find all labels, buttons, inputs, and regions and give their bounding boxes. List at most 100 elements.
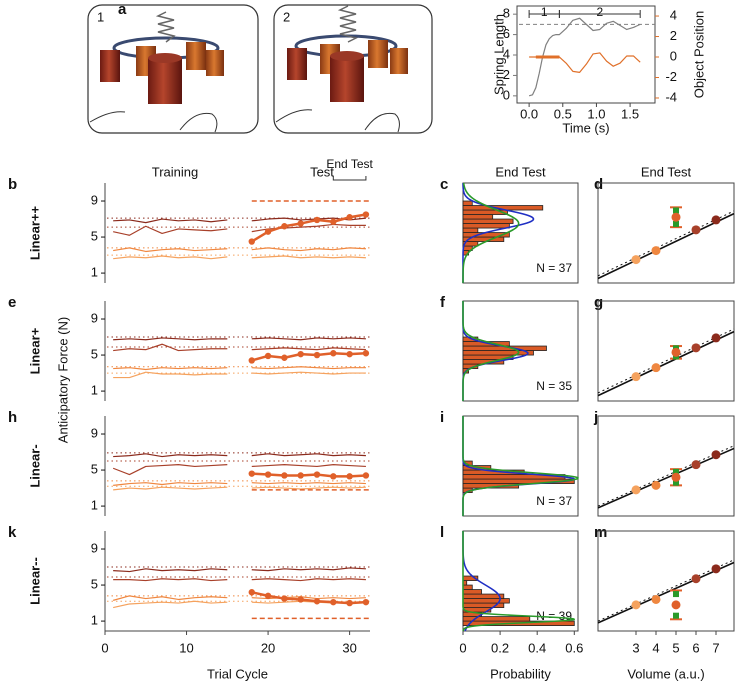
fit-curve xyxy=(462,182,520,284)
end-test-label: End Test xyxy=(326,157,373,171)
series-point xyxy=(330,598,337,606)
series-line xyxy=(113,223,366,236)
y2-axis-label: Object Position xyxy=(691,11,706,98)
illustration-2 xyxy=(273,4,433,134)
plot-frame xyxy=(597,300,735,402)
series-point xyxy=(313,216,321,224)
series-point xyxy=(313,471,321,478)
series-point xyxy=(362,472,370,479)
scatter-point xyxy=(711,215,721,225)
plot-frame xyxy=(516,5,656,104)
y-tick-label: 0 xyxy=(503,87,510,102)
series-point xyxy=(264,592,272,600)
scatter-point xyxy=(691,460,701,470)
end-test-bracket xyxy=(332,176,367,181)
panel-letter: g xyxy=(594,294,603,311)
y-tick-label: 6 xyxy=(503,26,510,41)
scatter-point xyxy=(651,594,661,604)
x-tick-label: 5 xyxy=(672,640,679,655)
inner-error-mark xyxy=(673,207,679,214)
x-tick-label: 0 xyxy=(459,640,466,655)
scatter-point xyxy=(651,246,661,256)
series-line xyxy=(113,247,366,253)
y-axis-label: Spring Length xyxy=(491,14,506,95)
x-axis-label: Time (s) xyxy=(562,120,609,135)
y2-tick-label: 4 xyxy=(670,7,677,22)
y-tick-label: 1 xyxy=(91,265,98,280)
histogram-bar xyxy=(462,214,494,220)
series-point xyxy=(346,599,353,607)
series-point xyxy=(264,352,272,360)
series-point xyxy=(248,470,255,477)
fit-line xyxy=(597,330,735,397)
x-axis-label: Probability xyxy=(490,666,551,681)
fit-line xyxy=(597,447,735,509)
y-tick-label: 9 xyxy=(91,540,98,555)
series-point xyxy=(346,350,353,358)
inner-error-mark xyxy=(673,591,679,598)
x-tick-label: 0.2 xyxy=(491,640,509,655)
series-point xyxy=(330,350,337,357)
series-point xyxy=(248,589,255,596)
series-line xyxy=(113,255,366,260)
x-tick-label: 0.4 xyxy=(528,640,546,655)
fit-line xyxy=(597,210,735,277)
y2-tick-label: -4 xyxy=(665,89,677,104)
panel-letter: f xyxy=(440,294,446,311)
panel-title: End Test xyxy=(641,164,692,179)
x-tick-label: 1.0 xyxy=(587,106,605,121)
phase-bracket xyxy=(558,10,641,18)
y-tick-label: 2 xyxy=(503,67,510,82)
series-point xyxy=(281,354,288,361)
fit-line xyxy=(597,212,735,280)
series-line xyxy=(113,486,366,491)
y-tick-label: 4 xyxy=(503,46,510,61)
panel-letter: d xyxy=(594,176,603,193)
series-point xyxy=(313,351,321,359)
panel-letter: l xyxy=(440,524,444,541)
illustration-1 xyxy=(87,4,259,134)
series-point xyxy=(248,357,255,364)
sample-size: N = 37 xyxy=(536,261,572,275)
x-tick-label: 1.5 xyxy=(621,106,639,121)
fit-curve xyxy=(462,416,579,516)
histogram-bar xyxy=(462,598,510,604)
sample-size: N = 39 xyxy=(536,609,572,623)
row-label: Linear+ xyxy=(27,327,42,374)
series-point xyxy=(330,473,337,480)
panel-letter: m xyxy=(594,524,607,541)
x-tick-label: 3 xyxy=(632,640,639,655)
series-line xyxy=(112,595,366,601)
x-axis-label: Trial Cycle xyxy=(207,666,268,681)
sample-size: N = 35 xyxy=(536,379,572,393)
y-tick-label: 9 xyxy=(91,310,98,325)
histogram-bar xyxy=(462,200,473,206)
scatter-point xyxy=(671,472,681,482)
series-point xyxy=(281,223,288,230)
series-point xyxy=(313,598,321,605)
fit-line xyxy=(597,561,735,624)
series-point xyxy=(330,218,337,225)
histogram-bar xyxy=(462,584,473,590)
y-tick-label: 9 xyxy=(91,192,98,207)
scatter-point xyxy=(631,255,641,265)
panel-letter: i xyxy=(440,409,444,426)
series-point xyxy=(297,220,304,227)
series-point xyxy=(362,598,370,606)
series-point xyxy=(362,211,370,218)
y-axis-label: Anticipatory Force (N) xyxy=(55,317,70,443)
panel-letter: b xyxy=(8,176,17,193)
plot-frame xyxy=(597,530,735,632)
y-tick-label: 1 xyxy=(91,613,98,628)
sample-size: N = 37 xyxy=(536,494,572,508)
panel-title: Training xyxy=(152,164,198,179)
histogram-bar xyxy=(462,218,514,224)
series-point xyxy=(362,350,370,357)
x-tick-label: 10 xyxy=(179,640,193,655)
series-point xyxy=(281,595,288,602)
series-line xyxy=(113,371,366,379)
series-line xyxy=(113,337,366,341)
series-line xyxy=(113,217,366,224)
panel-letter: a xyxy=(118,1,127,18)
